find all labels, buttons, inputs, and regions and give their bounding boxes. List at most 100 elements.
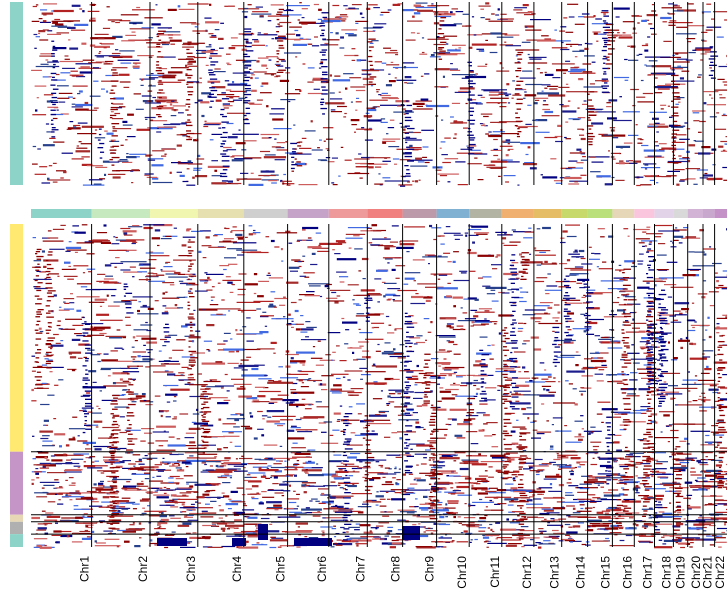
observation-cell [132,361,151,363]
observation-cell [553,377,556,379]
reference-cell [310,120,313,123]
observation-cell [527,417,530,420]
reference-cell [251,74,255,76]
reference-cell [600,11,609,14]
observation-cell [658,539,663,541]
reference-cell [211,35,217,37]
reference-cell [404,125,410,127]
observation-cell [669,315,676,317]
observation-cell [61,268,76,270]
observation-cell [342,488,346,490]
observation-cell [399,344,405,346]
reference-cell [222,165,230,167]
reference-cell [307,43,313,45]
observation-cell [703,524,711,526]
reference-cell [379,184,383,186]
observation-cell [651,448,655,451]
observation-cell [715,327,727,330]
observation-cell [167,462,170,464]
observation-cell [558,286,569,288]
reference-cell [398,184,413,186]
observation-cell [495,370,516,373]
reference-cell [709,116,717,118]
chromosome-bar-chr3 [150,209,198,218]
observation-cell [332,390,355,392]
reference-cell [109,117,113,119]
reference-cell [209,93,214,95]
observation-cell [382,515,390,517]
observation-cell [223,473,230,475]
observation-cell [52,228,65,230]
reference-cell [296,141,300,144]
observation-cell [155,531,160,533]
reference-cell [243,93,252,96]
reference-cell [548,94,566,97]
observation-cell [423,526,426,529]
observation-cell [345,237,363,239]
observation-cell [233,426,240,428]
observation-cell [124,429,141,431]
observation-cell [65,318,82,320]
observation-cell [706,365,709,368]
observation-cell [506,359,514,362]
observation-cell [38,451,49,454]
observation-cell [308,460,312,462]
observation-cell [654,437,679,439]
observation-cell [162,457,165,459]
reference-cell [710,77,716,79]
observation-cell [116,502,120,505]
observation-cell [416,364,419,368]
observation-cell [443,358,447,360]
reference-cell [193,169,201,171]
reference-cell [503,141,521,143]
observation-cell [240,386,245,388]
reference-cell [603,71,607,73]
reference-cell [443,35,458,37]
observation-cell [106,493,110,495]
reference-cell [701,146,711,149]
observation-cell [201,462,206,464]
reference-cell [347,172,370,175]
observation-cell [330,289,351,291]
reference-cell [717,78,725,80]
reference-cell [52,45,56,48]
reference-cell [429,56,441,58]
reference-cell [331,182,335,184]
observation-cell [546,285,558,287]
reference-cell [187,91,194,93]
observation-cell [94,298,107,301]
observation-cell [473,384,477,387]
observation-cell [348,406,353,408]
observation-cell [658,230,680,232]
observation-cell [291,326,294,328]
observation-cell [619,270,622,272]
observation-cell [294,309,299,313]
observation-cell [163,384,179,387]
reference-cell [112,74,119,76]
observation-cell [453,460,457,462]
reference-cell [439,20,445,22]
reference-cell [318,8,322,11]
observation-cell [408,443,425,445]
reference-cell [661,176,672,178]
observation-cell [54,384,59,386]
reference-cell [294,39,301,41]
observation-cell [278,460,283,462]
observation-cell [182,236,196,238]
observation-cell [82,441,96,444]
observation-cell [224,238,234,240]
reference-cell [653,141,658,143]
observation-cell [640,406,651,408]
reference-cell [313,3,319,6]
reference-cell [170,123,188,125]
observation-cell [588,432,594,434]
observation-cell [633,362,640,364]
reference-cell [488,134,502,138]
reference-cell [220,175,228,178]
observation-cell [81,224,88,226]
reference-cell [51,96,58,99]
observation-cell [477,492,488,495]
observation-cell [601,510,611,512]
observation-cell [39,467,49,469]
observation-cell [539,394,555,397]
